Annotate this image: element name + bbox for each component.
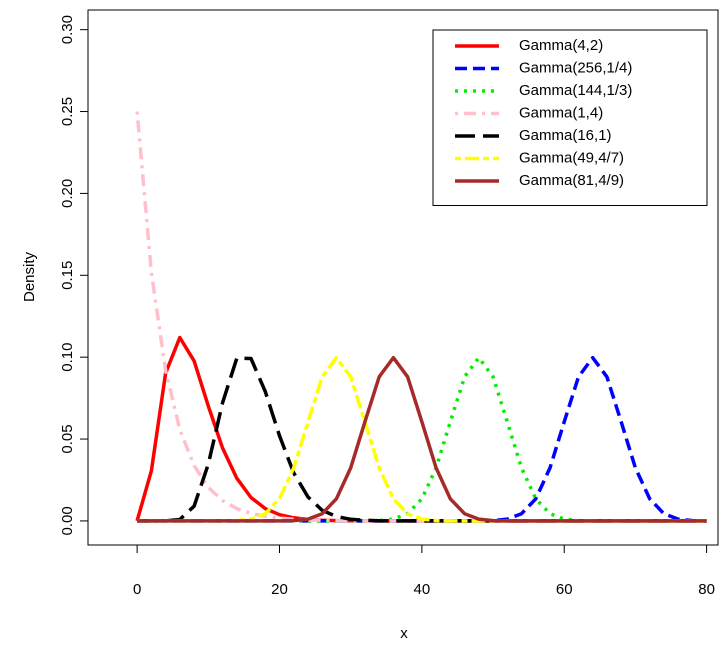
x-tick-label: 0 [133, 581, 141, 598]
series-line [137, 356, 707, 523]
legend-box [432, 29, 708, 206]
legend-label: Gamma(49,4/7) [519, 149, 624, 166]
legend-label: Gamma(1,4) [519, 104, 603, 121]
y-tick-label: 0.30 [59, 15, 76, 44]
x-tick-label: 60 [556, 581, 573, 598]
y-tick-label: 0.10 [59, 343, 76, 372]
y-tick-label: 0.00 [59, 506, 76, 535]
legend-label: Gamma(16,1) [519, 127, 612, 144]
legend-label: Gamma(144,1/3) [519, 82, 632, 99]
series-line [137, 355, 707, 523]
series-line [135, 335, 707, 523]
y-tick-label: 0.20 [59, 179, 76, 208]
x-tick-label: 20 [271, 581, 288, 598]
y-tick-label: 0.05 [59, 424, 76, 453]
x-tick-label: 40 [414, 581, 431, 598]
y-tick-label: 0.15 [59, 261, 76, 290]
y-tick-label: 0.25 [59, 97, 76, 126]
x-axis-label: x [400, 625, 408, 642]
series-line [137, 355, 707, 523]
y-axis-label: Density [21, 251, 38, 302]
series-line [137, 355, 707, 523]
series-line [137, 355, 707, 523]
legend-label: Gamma(256,1/4) [519, 59, 632, 76]
legend-label: Gamma(81,4/9) [519, 172, 624, 189]
x-tick-label: 80 [698, 581, 715, 598]
legend-label: Gamma(4,2) [519, 37, 603, 54]
